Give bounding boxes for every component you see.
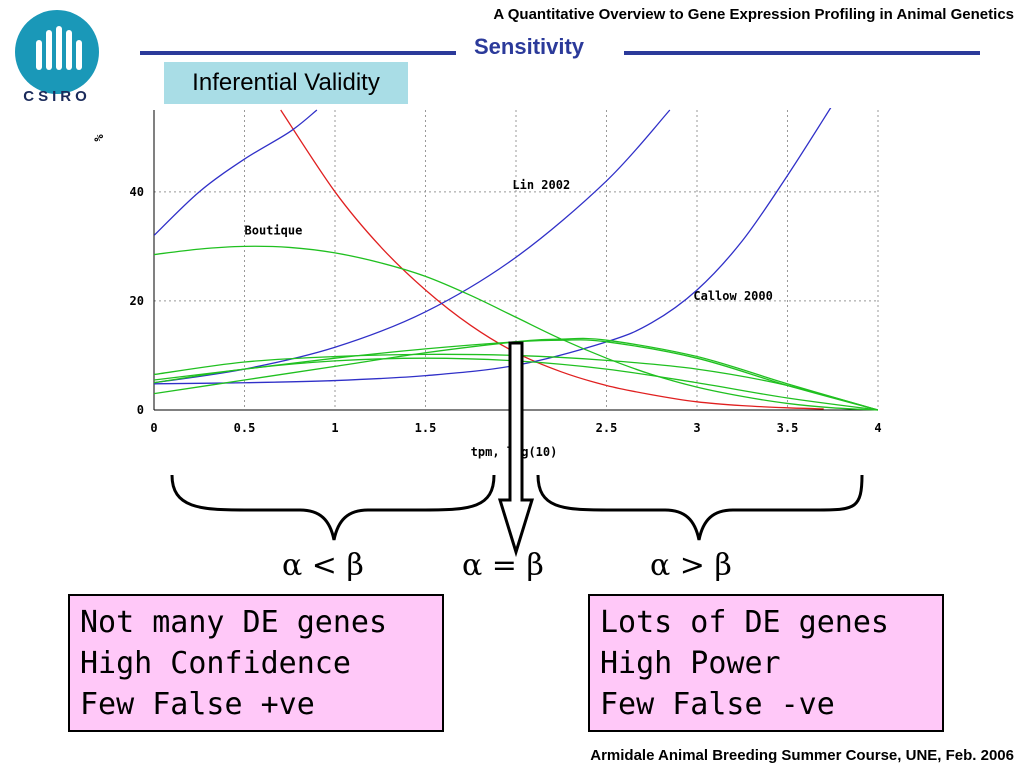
series-line-7 xyxy=(154,337,878,411)
series-line-3 xyxy=(154,108,832,385)
right-summary-line: High Power xyxy=(600,646,781,681)
y-tick-label: 20 xyxy=(130,294,144,308)
x-tick-label: 1.5 xyxy=(415,421,437,435)
left-summary-box: Not many DE genes High Confidence Few Fa… xyxy=(68,594,444,732)
left-summary-line: Not many DE genes xyxy=(80,605,388,640)
x-tick-label: 4 xyxy=(874,421,881,435)
x-tick-label: 0 xyxy=(150,421,157,435)
title-rule-left xyxy=(140,51,456,55)
subtitle-box: Inferential Validity xyxy=(164,62,408,104)
chart-annotation: Boutique xyxy=(245,223,303,237)
right-summary-box: Lots of DE genes High Power Few False -v… xyxy=(588,594,944,732)
x-tick-label: 2.5 xyxy=(596,421,618,435)
left-brace-icon xyxy=(170,474,496,541)
relation-alpha-equals-beta: α = β xyxy=(462,548,544,583)
x-tick-label: 0.5 xyxy=(234,421,256,435)
title-rule-right xyxy=(624,51,980,55)
series-line-1 xyxy=(154,109,318,236)
csiro-logo-icon xyxy=(15,10,99,94)
y-tick-label: 40 xyxy=(130,185,144,199)
chart-annotation: Lin 2002 xyxy=(512,178,570,192)
right-summary-line: Lots of DE genes xyxy=(600,605,889,640)
x-tick-label: 3 xyxy=(693,421,700,435)
y-axis-label: % xyxy=(92,134,106,142)
section-title: Sensitivity xyxy=(474,34,585,59)
relation-alpha-less-beta: α < β xyxy=(282,548,364,583)
subtitle-text: Inferential Validity xyxy=(192,69,380,96)
csiro-logo: CSIRO xyxy=(12,8,102,108)
x-tick-label: 3.5 xyxy=(777,421,799,435)
left-summary-line: Few False +ve xyxy=(80,687,315,722)
down-arrow-icon xyxy=(497,341,535,558)
series-line-4 xyxy=(154,245,878,411)
chart-series xyxy=(154,108,878,411)
y-tick-label: 0 xyxy=(137,403,144,417)
x-tick-label: 1 xyxy=(331,421,338,435)
logo-text: CSIRO xyxy=(23,88,91,105)
right-brace-icon xyxy=(536,474,864,541)
chart-grid xyxy=(154,110,879,410)
right-summary-line: Few False -ve xyxy=(600,687,835,722)
presentation-title: A Quantitative Overview to Gene Expressi… xyxy=(493,6,1014,23)
braces-and-arrow xyxy=(170,341,864,558)
left-summary-line: High Confidence xyxy=(80,646,351,681)
footer-text: Armidale Animal Breeding Summer Course, … xyxy=(590,747,1014,764)
chart-annotation: Callow 2000 xyxy=(693,289,772,303)
series-line-0 xyxy=(280,109,824,410)
relation-alpha-greater-beta: α > β xyxy=(650,548,732,583)
